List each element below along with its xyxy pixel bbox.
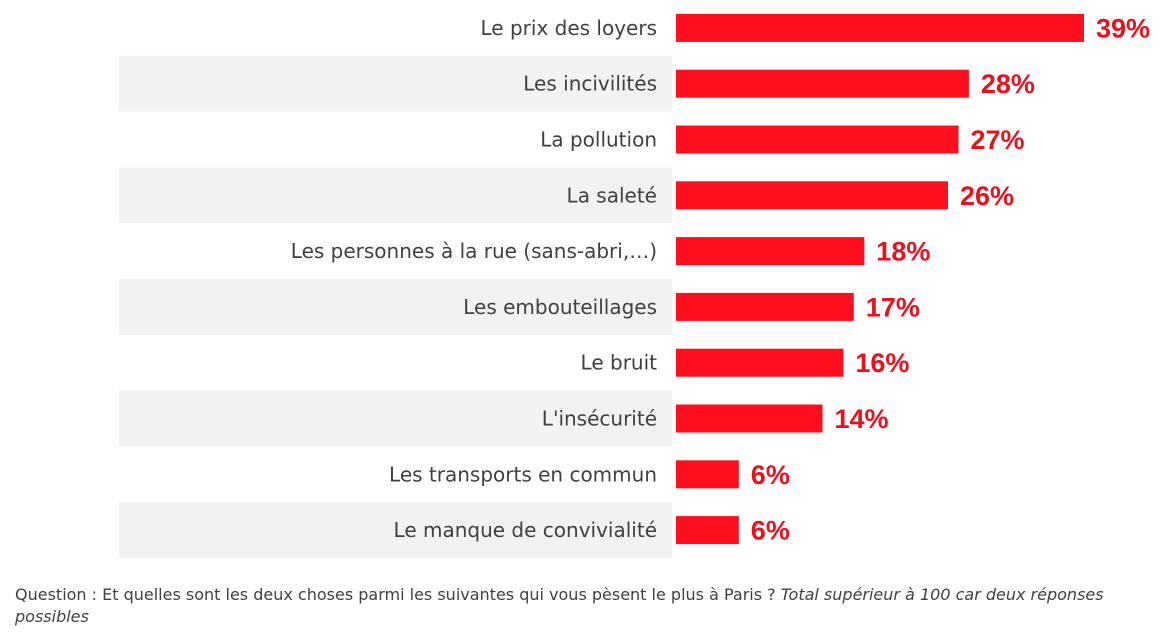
category-label: Le manque de convivialité <box>394 518 657 542</box>
bar <box>676 13 1084 42</box>
category-label: Les personnes à la rue (sans-abri,…) <box>291 239 657 263</box>
row-bands <box>119 55 672 558</box>
value-label: 17% <box>866 292 920 322</box>
value-label: 39% <box>1096 13 1150 43</box>
value-label: 28% <box>981 69 1035 99</box>
category-label: L'insécurité <box>542 407 657 431</box>
value-label: 6% <box>751 460 790 490</box>
bar-chart: Le prix des loyers Les incivilités La poll… <box>119 13 1150 558</box>
footnote: Question : Et quelles sont les deux chos… <box>15 584 1155 628</box>
value-labels: 39% 28% 27% 26% 18% 17% 16% 14% 6% 6% <box>751 13 1150 545</box>
row-band <box>119 390 672 447</box>
value-label: 16% <box>855 348 909 378</box>
category-label: Les transports en commun <box>389 462 657 486</box>
bar <box>676 69 969 98</box>
bar <box>676 516 739 545</box>
bar <box>676 237 865 266</box>
bar <box>676 404 823 433</box>
category-label: Le prix des loyers <box>481 16 657 40</box>
category-label: Le bruit <box>581 351 658 375</box>
footnote-question: Question : Et quelles sont les deux chos… <box>15 585 781 604</box>
category-label: Les incivilités <box>523 72 657 96</box>
value-label: 26% <box>960 181 1014 211</box>
bar <box>676 181 948 210</box>
category-label: La pollution <box>540 128 657 152</box>
bar <box>676 125 959 154</box>
value-label: 6% <box>751 516 790 546</box>
bar <box>676 292 854 321</box>
row-band <box>119 55 672 112</box>
bars <box>676 13 1084 545</box>
category-label: Les embouteillages <box>463 295 657 319</box>
category-label: La saleté <box>567 183 657 207</box>
value-label: 27% <box>971 125 1025 155</box>
footnote-note: Total supérieur à 100 car deux réponses … <box>15 585 1104 626</box>
bar <box>676 460 739 489</box>
row-band <box>119 502 672 558</box>
value-label: 18% <box>876 237 930 267</box>
category-labels: Le prix des loyers Les incivilités La poll… <box>291 16 657 542</box>
bar <box>676 348 844 377</box>
row-band <box>119 279 672 335</box>
value-label: 14% <box>835 404 889 434</box>
row-band <box>119 167 672 224</box>
